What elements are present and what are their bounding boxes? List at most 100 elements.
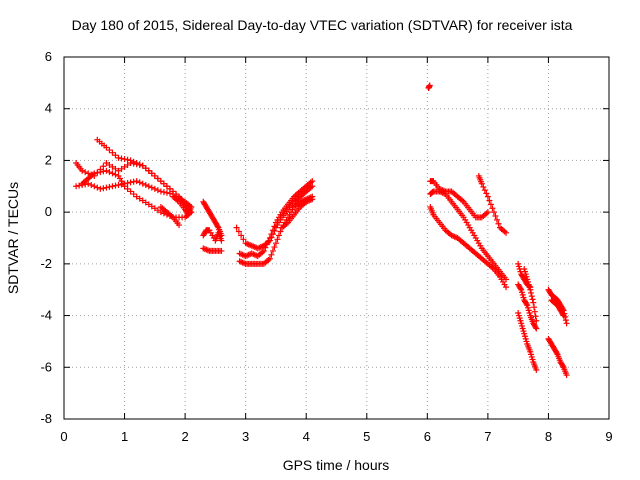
data-point xyxy=(484,193,491,200)
data-points xyxy=(73,82,570,379)
data-point xyxy=(130,158,137,165)
series-arc-21 xyxy=(515,281,540,332)
data-point xyxy=(118,165,125,172)
data-point xyxy=(495,220,502,227)
data-point xyxy=(136,161,143,168)
data-point xyxy=(130,191,137,198)
data-point xyxy=(528,293,535,300)
data-point xyxy=(133,178,140,185)
data-point xyxy=(154,187,161,194)
y-tick-label: -2 xyxy=(40,256,52,271)
data-point xyxy=(265,238,272,245)
data-point xyxy=(240,236,247,243)
data-point xyxy=(163,183,170,190)
data-point xyxy=(154,175,161,182)
data-point xyxy=(154,207,161,214)
data-point xyxy=(157,188,164,195)
data-point xyxy=(115,154,122,161)
series-arc-22 xyxy=(515,309,540,373)
data-point xyxy=(133,193,140,200)
data-point xyxy=(133,160,140,167)
data-point xyxy=(139,197,146,204)
series-arc-17 xyxy=(427,203,510,291)
data-point xyxy=(503,284,510,291)
data-point xyxy=(145,167,152,174)
data-point xyxy=(94,184,101,191)
series-arc-5 xyxy=(170,193,195,218)
data-point xyxy=(97,185,104,192)
data-point xyxy=(486,197,493,204)
data-point xyxy=(127,157,134,164)
data-point xyxy=(121,183,128,190)
data-point xyxy=(492,213,499,220)
data-point xyxy=(531,308,538,315)
y-tick-label: 4 xyxy=(45,101,52,116)
data-point xyxy=(527,286,534,293)
data-point xyxy=(76,182,83,189)
data-point xyxy=(480,183,487,190)
data-point xyxy=(563,372,570,379)
data-point xyxy=(529,296,536,303)
data-point xyxy=(160,189,167,196)
data-point xyxy=(266,235,273,241)
data-point xyxy=(483,190,490,197)
data-point xyxy=(142,165,149,172)
data-point xyxy=(100,185,107,192)
x-tick-label: 9 xyxy=(605,429,612,444)
axis-ticks: 0 1 2 3 4 5 6 7 8 9 -8 -6 -4 -2 0 2 4 6 xyxy=(40,49,612,444)
data-point xyxy=(218,247,225,254)
data-point xyxy=(103,167,110,174)
series-arc-25 xyxy=(545,335,570,379)
data-point xyxy=(268,251,275,258)
data-point xyxy=(426,82,433,89)
series-arc-16 xyxy=(427,188,510,283)
data-point xyxy=(269,247,276,254)
data-point xyxy=(562,317,569,324)
data-point xyxy=(481,187,488,194)
data-point xyxy=(275,232,282,239)
data-point xyxy=(112,171,119,178)
data-point xyxy=(121,156,128,163)
series-arc-11 xyxy=(236,178,316,260)
data-point xyxy=(489,205,496,212)
data-point xyxy=(106,147,113,154)
y-tick-label: 2 xyxy=(45,152,52,167)
data-point xyxy=(130,178,137,185)
data-point xyxy=(103,160,110,167)
x-tick-label: 2 xyxy=(181,429,188,444)
data-point xyxy=(109,149,116,156)
data-point xyxy=(148,203,155,210)
data-point xyxy=(124,156,131,163)
data-point xyxy=(274,236,281,243)
data-point xyxy=(109,163,116,170)
data-point xyxy=(148,170,155,177)
series-arc-9 xyxy=(200,245,225,254)
data-point xyxy=(100,163,107,170)
data-point xyxy=(115,181,122,188)
data-point xyxy=(163,189,170,196)
data-point xyxy=(106,169,113,176)
data-point xyxy=(277,228,284,235)
y-tick-label: -8 xyxy=(40,411,52,426)
data-point xyxy=(484,209,491,216)
series-arc-24 xyxy=(548,297,567,319)
data-point xyxy=(260,247,267,254)
data-point xyxy=(523,300,530,307)
data-point xyxy=(148,184,155,191)
data-point xyxy=(532,313,539,320)
data-point xyxy=(553,350,560,357)
data-point xyxy=(533,366,540,373)
grid xyxy=(64,57,609,419)
y-tick-label: 0 xyxy=(45,204,52,219)
data-point xyxy=(533,325,540,332)
data-point xyxy=(160,180,167,187)
data-point xyxy=(124,180,131,187)
data-point xyxy=(487,201,494,208)
series-arc-13 xyxy=(279,196,316,231)
data-point xyxy=(106,161,113,168)
data-point xyxy=(124,161,131,168)
data-point xyxy=(127,188,134,195)
data-point xyxy=(233,224,240,231)
data-point xyxy=(166,185,173,192)
